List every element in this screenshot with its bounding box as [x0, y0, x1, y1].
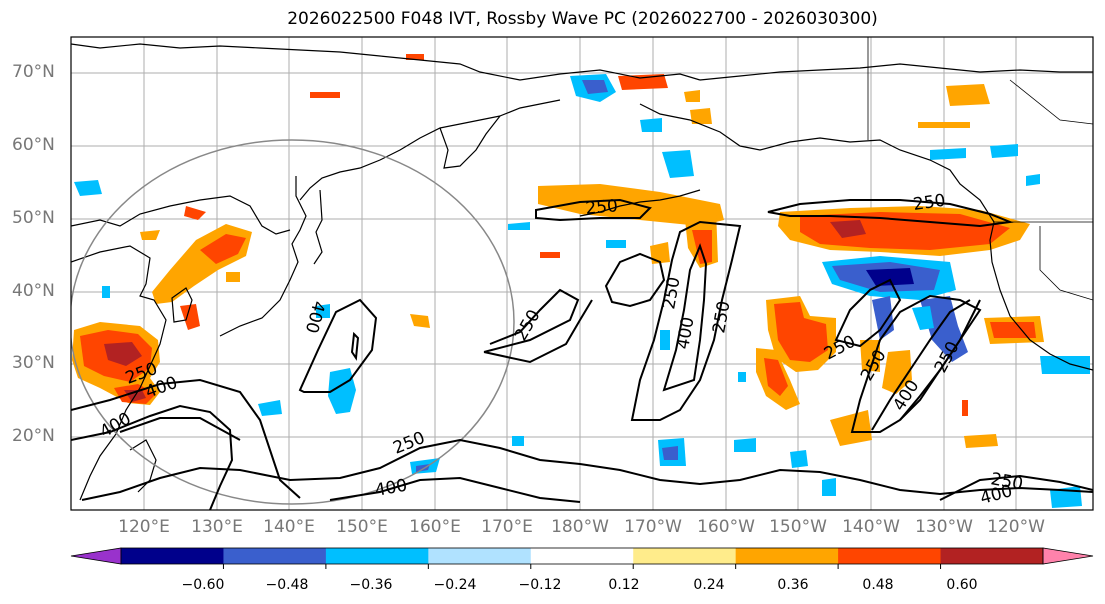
- lon-label: 140°E: [263, 517, 315, 537]
- lon-label: 130°W: [915, 517, 973, 537]
- ivt-contours: [71, 198, 1093, 510]
- contour-label: 250: [390, 428, 428, 459]
- coastlines: [71, 43, 1093, 501]
- colorbar-segment: [325, 548, 429, 564]
- contour-label: 250: [511, 306, 545, 344]
- contour-label: 250: [709, 299, 734, 334]
- colorbar-tick-label: −0.12: [518, 577, 562, 593]
- colorbar-tick-label: 0.24: [693, 577, 725, 593]
- lon-label: 160°E: [409, 517, 461, 537]
- colorbar-tick-label: 0.60: [946, 577, 978, 593]
- colorbar-segment: [633, 548, 737, 564]
- colorbar-extend-low: [70, 547, 122, 565]
- colorbar-segment: [530, 548, 634, 564]
- lat-label-70n: 70°N: [12, 62, 55, 82]
- lat-label-50n: 50°N: [12, 208, 55, 228]
- lon-label: 160°W: [697, 517, 755, 537]
- lon-label: 150°E: [336, 517, 388, 537]
- contour-label: 400: [373, 476, 408, 501]
- lon-label: 130°E: [191, 517, 243, 537]
- colorbar-tick-label: −0.48: [265, 577, 309, 593]
- colorbar-tick-label: 0.48: [862, 577, 894, 593]
- contour-label: 250: [912, 191, 947, 215]
- highlight-circle: [71, 139, 515, 505]
- lon-label: 120°W: [987, 517, 1045, 537]
- lat-label-40n: 40°N: [12, 281, 55, 301]
- ivt-anomaly-north-pacific-band: [538, 184, 724, 226]
- colorbar-frame: [120, 547, 1044, 565]
- ivt-anomaly-shading: [72, 54, 1090, 508]
- colorbar: [70, 547, 1094, 569]
- colorbar-extend-high: [1042, 547, 1094, 565]
- lon-label: 140°W: [842, 517, 900, 537]
- colorbar-segment: [940, 548, 1044, 564]
- colorbar-tick-label: −0.24: [433, 577, 477, 593]
- map-title: 2026022500 F048 IVT, Rossby Wave PC (202…: [287, 9, 878, 29]
- colorbar-segment: [735, 548, 839, 564]
- lon-label: 170°E: [481, 517, 533, 537]
- colorbar-tick-label: 0.12: [608, 577, 640, 593]
- colorbar-segment: [428, 548, 532, 564]
- contour-label: 250: [659, 275, 684, 310]
- colorbar-tick-label: 0.36: [777, 577, 809, 593]
- colorbar-tick-label: −0.60: [181, 577, 225, 593]
- colorbar-tick-label: −0.36: [349, 577, 393, 593]
- colorbar-segment: [223, 548, 327, 564]
- contour-label: 400: [673, 315, 698, 350]
- borders: [867, 37, 1093, 301]
- contour-label: 250: [585, 196, 619, 219]
- map-frame: [70, 36, 1094, 511]
- lat-label-30n: 30°N: [12, 353, 55, 373]
- contour-label: 400: [301, 299, 329, 336]
- lat-label-60n: 60°N: [12, 135, 55, 155]
- colorbar-segment: [838, 548, 942, 564]
- lon-label: 120°E: [118, 517, 170, 537]
- colorbar-segment: [121, 548, 224, 564]
- lon-label: 150°W: [769, 517, 827, 537]
- lat-label-20n: 20°N: [12, 426, 55, 446]
- lon-label: 170°W: [624, 517, 682, 537]
- lon-label: 180°W: [551, 517, 609, 537]
